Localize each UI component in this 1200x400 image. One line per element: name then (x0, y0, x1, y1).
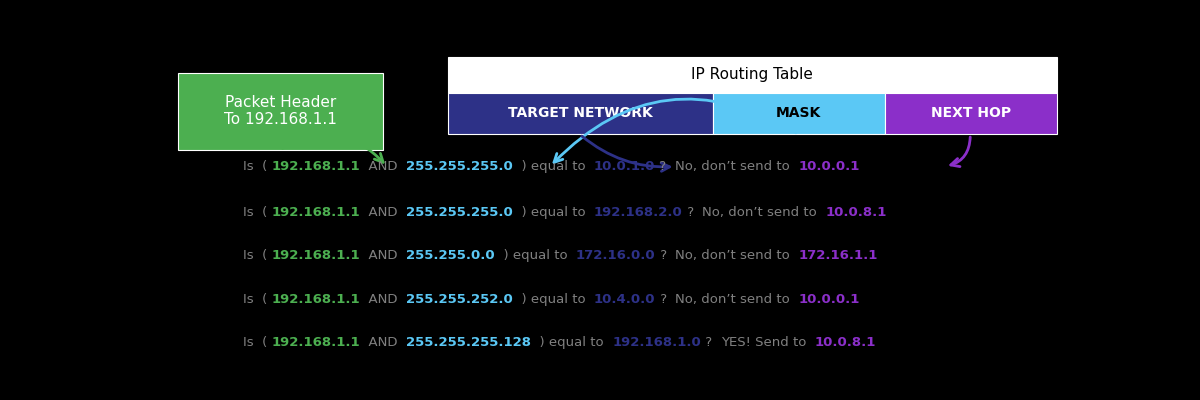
Text: 255.255.255.0: 255.255.255.0 (406, 160, 512, 173)
Text: Is  (: Is ( (242, 250, 271, 262)
FancyBboxPatch shape (178, 73, 383, 150)
Text: TARGET NETWORK: TARGET NETWORK (508, 106, 653, 120)
Text: No, don’t send to: No, don’t send to (676, 250, 798, 262)
Text: AND: AND (360, 206, 406, 219)
Text: 255.255.252.0: 255.255.252.0 (406, 292, 512, 306)
Text: 10.0.0.1: 10.0.0.1 (798, 160, 859, 173)
Text: 172.16.0.0: 172.16.0.0 (576, 250, 655, 262)
Text: AND: AND (360, 292, 406, 306)
Text: ) equal to: ) equal to (512, 292, 594, 306)
Text: No, don’t send to: No, don’t send to (702, 206, 826, 219)
Text: ?: ? (683, 206, 702, 219)
FancyBboxPatch shape (448, 93, 713, 134)
Text: 192.168.1.1: 192.168.1.1 (271, 160, 360, 173)
Text: NEXT HOP: NEXT HOP (931, 106, 1010, 120)
Text: AND: AND (360, 336, 406, 349)
Text: 192.168.2.0: 192.168.2.0 (594, 206, 683, 219)
Text: IP Routing Table: IP Routing Table (691, 68, 814, 82)
FancyBboxPatch shape (713, 93, 884, 134)
Text: 10.4.0.0: 10.4.0.0 (594, 292, 655, 306)
Text: AND: AND (360, 250, 406, 262)
Text: 192.168.1.1: 192.168.1.1 (271, 250, 360, 262)
Text: ) equal to: ) equal to (494, 250, 576, 262)
Text: ) equal to: ) equal to (512, 206, 594, 219)
Text: 192.168.1.1: 192.168.1.1 (271, 206, 360, 219)
Text: 255.255.0.0: 255.255.0.0 (406, 250, 494, 262)
Text: 192.168.1.1: 192.168.1.1 (271, 292, 360, 306)
FancyBboxPatch shape (884, 93, 1057, 134)
Text: ?: ? (655, 160, 674, 173)
Text: Is  (: Is ( (242, 206, 271, 219)
Text: Is  (: Is ( (242, 336, 271, 349)
Text: YES! Send to: YES! Send to (721, 336, 815, 349)
Text: Is  (: Is ( (242, 292, 271, 306)
FancyBboxPatch shape (448, 57, 1057, 93)
Text: ) equal to: ) equal to (512, 160, 594, 173)
Text: Is  (: Is ( (242, 160, 271, 173)
Text: 10.0.8.1: 10.0.8.1 (826, 206, 887, 219)
Text: MASK: MASK (776, 106, 821, 120)
Text: ?: ? (655, 292, 676, 306)
Text: 10.0.1.0: 10.0.1.0 (594, 160, 655, 173)
Text: ?: ? (701, 336, 721, 349)
Text: 192.168.1.0: 192.168.1.0 (612, 336, 701, 349)
Text: 192.168.1.1: 192.168.1.1 (271, 336, 360, 349)
Text: No, don’t send to: No, don’t send to (676, 292, 798, 306)
Text: No, don’t send to: No, don’t send to (674, 160, 798, 173)
Text: ?: ? (655, 250, 676, 262)
Text: Packet Header
To 192.168.1.1: Packet Header To 192.168.1.1 (223, 95, 337, 127)
Text: ) equal to: ) equal to (532, 336, 612, 349)
Text: 172.16.1.1: 172.16.1.1 (798, 250, 877, 262)
Text: 255.255.255.128: 255.255.255.128 (406, 336, 532, 349)
Text: 10.0.0.1: 10.0.0.1 (798, 292, 859, 306)
Text: 255.255.255.0: 255.255.255.0 (406, 206, 512, 219)
Text: 10.0.8.1: 10.0.8.1 (815, 336, 876, 349)
Text: AND: AND (360, 160, 406, 173)
